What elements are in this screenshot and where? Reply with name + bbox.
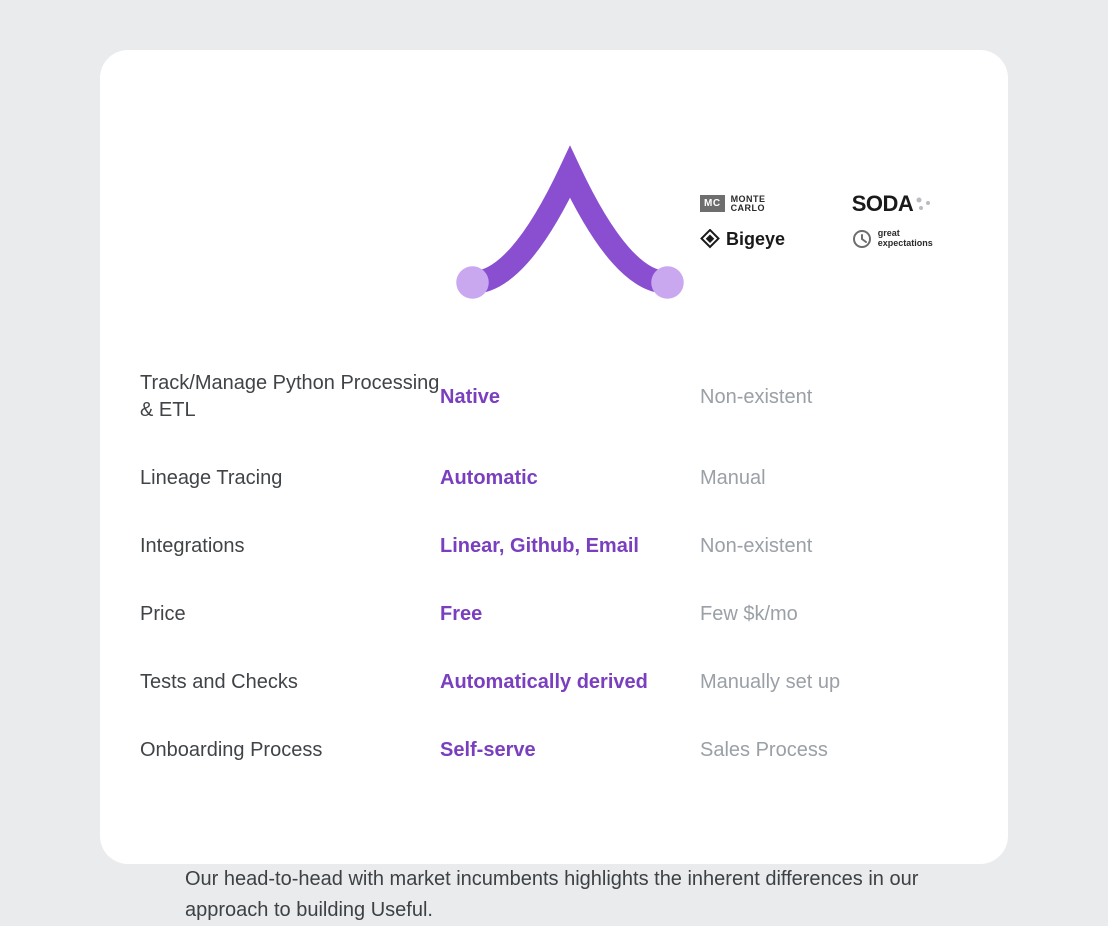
table-row: Lineage Tracing Automatic Manual <box>140 464 968 492</box>
monte-carlo-logo: MC MONTE CARLO <box>700 195 832 213</box>
us-value: Automatically derived <box>440 668 700 696</box>
feature-label: Tests and Checks <box>140 669 440 696</box>
competitor-logos: MC MONTE CARLO SODA <box>700 191 980 250</box>
great-expectations-logo: great expectations <box>852 229 980 249</box>
feature-label: Price <box>140 601 440 628</box>
us-value: Self-serve <box>440 736 700 764</box>
ge-icon <box>852 229 872 249</box>
us-value: Linear, Github, Email <box>440 532 700 560</box>
bigeye-icon <box>700 229 720 249</box>
us-value: Native <box>440 383 700 411</box>
footnote: Our head-to-head with market incumbents … <box>140 864 968 926</box>
bigeye-text: Bigeye <box>726 229 785 250</box>
them-value: Non-existent <box>700 386 980 409</box>
mc-badge: MC <box>700 195 725 212</box>
them-value: Manually set up <box>700 671 980 694</box>
bigeye-logo: Bigeye <box>700 229 832 250</box>
table-row: Track/Manage Python Processing & ETL Nat… <box>140 370 968 424</box>
comparison-card: MC MONTE CARLO SODA <box>100 50 1008 864</box>
table-row: Price Free Few $k/mo <box>140 600 968 628</box>
them-value: Sales Process <box>700 739 980 762</box>
feature-label: Onboarding Process <box>140 737 440 764</box>
us-value: Free <box>440 600 700 628</box>
them-value: Non-existent <box>700 535 980 558</box>
our-logo <box>440 120 700 320</box>
table-header: MC MONTE CARLO SODA <box>140 120 968 320</box>
ge-text-line2: expectations <box>878 239 933 249</box>
soda-logo: SODA <box>852 191 980 217</box>
us-value: Automatic <box>440 464 700 492</box>
feature-label: Track/Manage Python Processing & ETL <box>140 370 440 424</box>
table-row: Tests and Checks Automatically derived M… <box>140 668 968 696</box>
mc-text-line2: CARLO <box>731 204 766 213</box>
soda-text: SODA <box>852 191 914 217</box>
them-value: Few $k/mo <box>700 603 980 626</box>
table-row: Integrations Linear, Github, Email Non-e… <box>140 532 968 560</box>
feature-label: Integrations <box>140 533 440 560</box>
feature-label: Lineage Tracing <box>140 465 440 492</box>
them-value: Manual <box>700 467 980 490</box>
table-row: Onboarding Process Self-serve Sales Proc… <box>140 736 968 764</box>
